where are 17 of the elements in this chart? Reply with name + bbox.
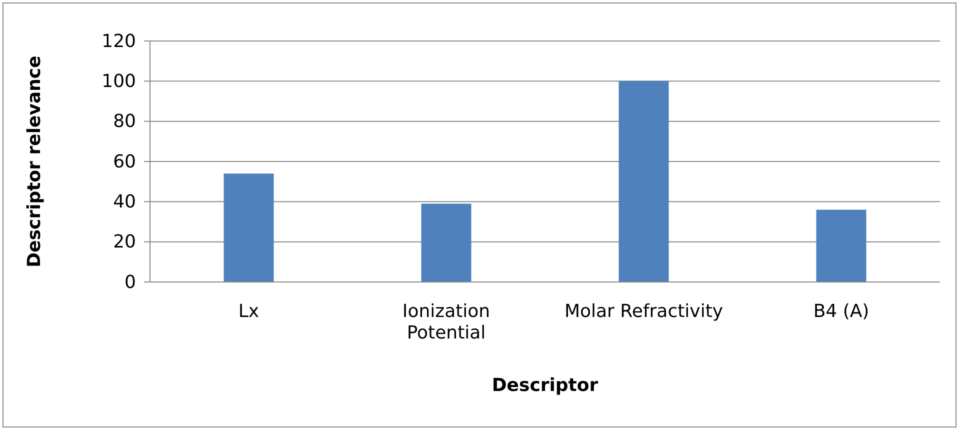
x-axis-title: Descriptor [492, 375, 598, 396]
y-tick-label: 100 [102, 70, 136, 92]
x-tick-label: Lx [238, 300, 260, 322]
bar [816, 210, 866, 282]
x-tick-label: B4 (A) [813, 300, 870, 322]
x-tick-label: Ionization Potential [402, 300, 490, 344]
y-axis-title: Descriptor relevance [24, 56, 45, 268]
y-tick-label: 40 [113, 191, 136, 212]
bar [224, 174, 274, 282]
x-tick-label: Molar Refractivity [564, 300, 724, 322]
y-tick-label: 20 [113, 232, 136, 253]
bar [421, 204, 472, 282]
y-tick-label: 0 [124, 272, 136, 293]
y-tick-label: 120 [102, 30, 136, 52]
bar [618, 81, 669, 282]
y-tick-label: 80 [113, 111, 136, 132]
y-tick-label: 60 [113, 151, 136, 172]
